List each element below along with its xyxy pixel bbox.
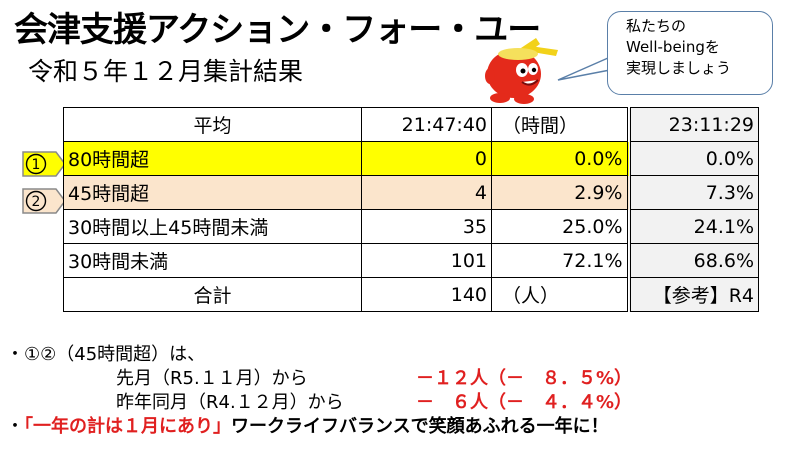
row-count: 0: [361, 141, 492, 176]
notes: ・①②（45時間超）は、 先月（R5.１１月）から －１２人（－ ８．５%） 昨年…: [6, 343, 632, 439]
footer-reference-label: 【参考】R4: [626, 277, 759, 312]
header-unit: （時間）: [491, 107, 629, 142]
table-row: 30時間以上45時間未満 35 25.0% 24.1%: [63, 209, 759, 244]
row-label: 80時間超: [63, 141, 362, 176]
row-count: 101: [361, 243, 492, 278]
header-average-value: 21:47:40: [361, 107, 492, 142]
row-percent: 72.1%: [491, 243, 629, 278]
header-average-label: 平均: [63, 107, 362, 142]
bubble-line: 実現しましょう: [626, 59, 732, 77]
footer-unit: （人）: [491, 277, 629, 312]
prev-year-label: 昨年同月（R4.１２月）から: [116, 392, 344, 413]
row-reference: 7.3%: [626, 175, 759, 210]
svg-text:2: 2: [32, 194, 41, 210]
row-label: 30時間未満: [63, 243, 362, 278]
note-prev-year: 昨年同月（R4.１２月）から － ６人（－ ４．４%）: [6, 391, 632, 415]
note-line: ・①②（45時間超）は、: [6, 344, 206, 365]
row-count: 35: [361, 209, 492, 244]
slogan-text: ワークライフバランスで笑顔あふれる一年に！: [231, 416, 609, 437]
overtime-table: 平均 21:47:40 （時間） 23:11:29 80時間超 0 0.0% 0…: [63, 107, 759, 312]
table-footer-row: 合計 140 （人） 【参考】R4: [63, 277, 759, 312]
slogan-bullet: ・: [6, 416, 24, 437]
slogan-quote: 「一年の計は１月にあり」: [24, 416, 231, 437]
note-prev-month: 先月（R5.１１月）から －１２人（－ ８．５%）: [6, 367, 632, 391]
row-reference: 0.0%: [626, 141, 759, 176]
prev-year-value: － ６人（－ ４．４%）: [416, 392, 633, 413]
footer-total-count: 140: [361, 277, 492, 312]
row-label: 45時間超: [63, 175, 362, 210]
row-percent: 25.0%: [491, 209, 629, 244]
marker-1-icon: 1: [22, 151, 66, 177]
table-row: 30時間未満 101 72.1% 68.6%: [63, 243, 759, 278]
header-reference-value: 23:11:29: [626, 107, 759, 142]
speech-bubble-tail: [557, 57, 611, 81]
page-title: 会津支援アクション・フォー・ユー: [14, 10, 541, 50]
row-reference: 68.6%: [626, 243, 759, 278]
footer-total-label: 合計: [63, 277, 362, 312]
bubble-line: Well-beingを: [626, 38, 720, 56]
bubble-line: 私たちの: [626, 17, 687, 35]
prev-month-label: 先月（R5.１１月）から: [116, 368, 308, 389]
row-label: 30時間以上45時間未満: [63, 209, 362, 244]
slogan-line: ・「一年の計は１月にあり」ワークライフバランスで笑顔あふれる一年に！: [6, 415, 632, 439]
speech-bubble: 私たちの Well-beingを 実現しましょう: [607, 11, 773, 95]
table-header-row: 平均 21:47:40 （時間） 23:11:29: [63, 107, 759, 142]
table-row: 45時間超 4 2.9% 7.3%: [63, 175, 759, 210]
prev-month-value: －１２人（－ ８．５%）: [416, 368, 633, 389]
table-row: 80時間超 0 0.0% 0.0%: [63, 141, 759, 176]
marker-2-icon: 2: [22, 188, 66, 214]
mascot-icon: [485, 38, 558, 104]
page-subtitle: 令和５年１２月集計結果: [28, 57, 304, 86]
svg-text:1: 1: [32, 157, 41, 173]
row-count: 4: [361, 175, 492, 210]
row-percent: 0.0%: [491, 141, 629, 176]
row-percent: 2.9%: [491, 175, 629, 210]
row-reference: 24.1%: [626, 209, 759, 244]
